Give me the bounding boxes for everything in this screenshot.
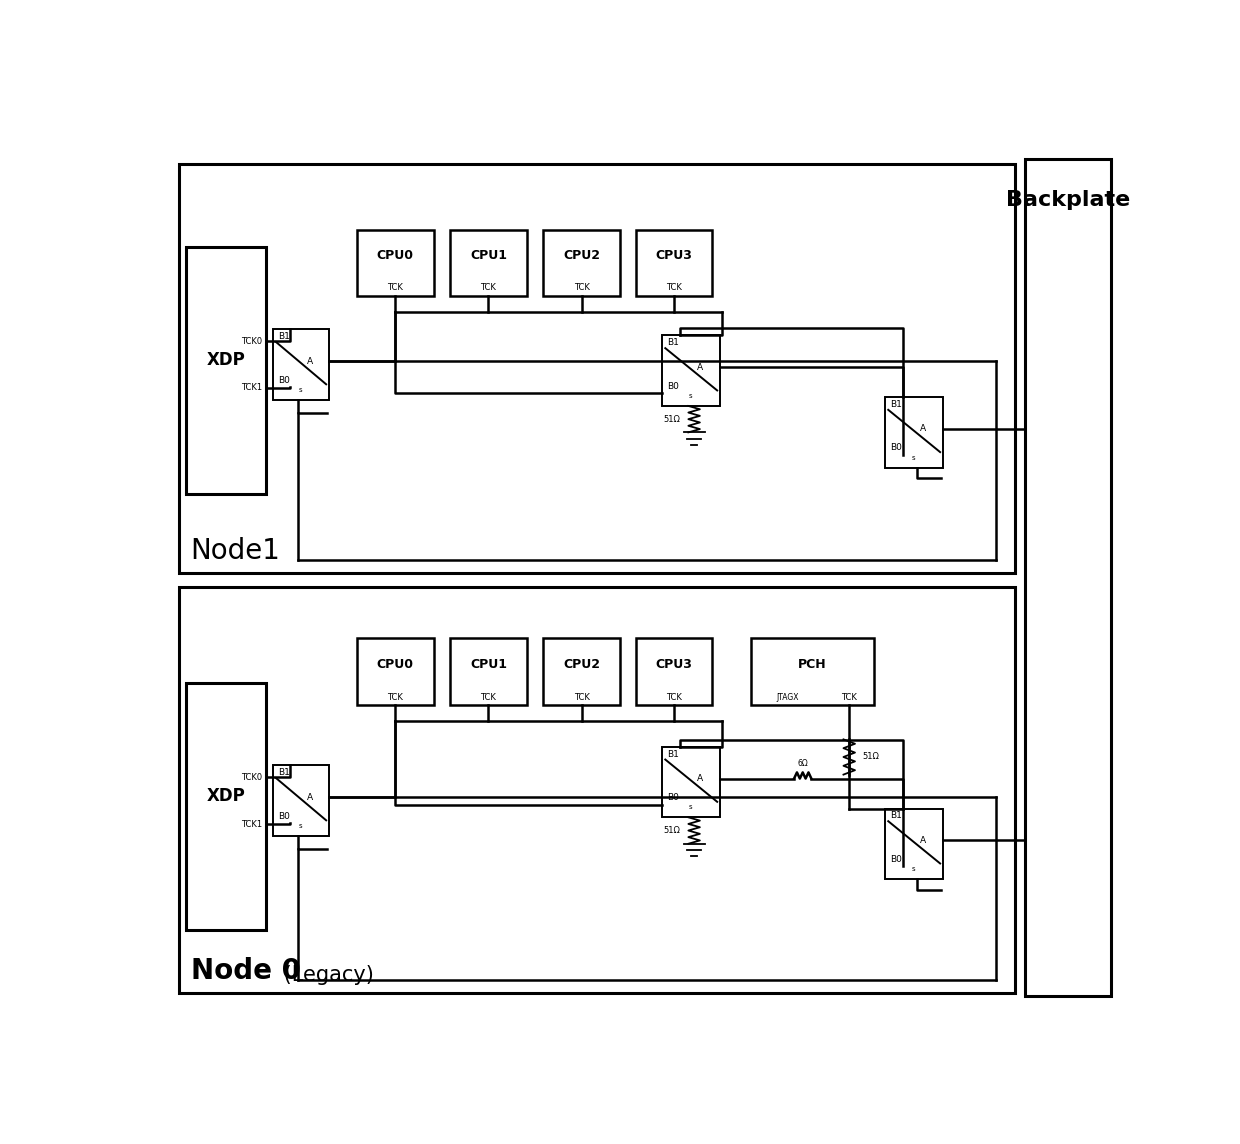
Text: TCK: TCK xyxy=(481,693,496,702)
Text: Node1: Node1 xyxy=(191,537,280,564)
Text: s: s xyxy=(911,866,915,872)
Text: B0: B0 xyxy=(667,793,678,802)
Text: 51Ω: 51Ω xyxy=(863,753,879,762)
Text: A: A xyxy=(697,774,703,782)
Text: PCH: PCH xyxy=(799,658,827,672)
Text: B1: B1 xyxy=(278,332,289,341)
Text: B1: B1 xyxy=(890,811,901,820)
Text: TCK: TCK xyxy=(387,284,403,293)
Text: s: s xyxy=(688,804,692,810)
Text: XDP: XDP xyxy=(206,351,246,370)
Text: CPU1: CPU1 xyxy=(470,658,507,672)
Text: TCK: TCK xyxy=(481,284,496,293)
Text: TCK0: TCK0 xyxy=(242,336,263,345)
Text: TCK: TCK xyxy=(666,284,682,293)
Bar xyxy=(450,230,527,296)
Text: CPU2: CPU2 xyxy=(563,249,600,262)
Text: B0: B0 xyxy=(890,444,901,452)
Bar xyxy=(543,637,620,706)
Text: CPU2: CPU2 xyxy=(563,658,600,672)
Bar xyxy=(273,765,329,836)
Text: A: A xyxy=(920,836,926,844)
Text: B1: B1 xyxy=(278,768,289,777)
Bar xyxy=(662,335,720,406)
Text: 51Ω: 51Ω xyxy=(663,826,681,835)
Text: TCK: TCK xyxy=(666,693,682,702)
Text: B0: B0 xyxy=(667,382,678,391)
Bar xyxy=(179,164,1016,573)
Text: B0: B0 xyxy=(278,375,289,384)
Bar xyxy=(450,637,527,706)
Text: JTAGX: JTAGX xyxy=(776,693,799,702)
Text: TCK: TCK xyxy=(574,284,590,293)
Text: TCK: TCK xyxy=(387,693,403,702)
Text: A: A xyxy=(306,793,312,802)
Text: s: s xyxy=(688,392,692,399)
Bar xyxy=(543,230,620,296)
Bar xyxy=(885,397,944,468)
Bar xyxy=(635,637,712,706)
Bar xyxy=(635,230,712,296)
Bar xyxy=(186,683,265,930)
Text: CPU3: CPU3 xyxy=(656,249,692,262)
Text: A: A xyxy=(920,424,926,434)
Bar xyxy=(357,637,434,706)
Text: 6Ω: 6Ω xyxy=(797,758,808,768)
Text: B0: B0 xyxy=(278,811,289,820)
Text: CPU3: CPU3 xyxy=(656,658,692,672)
Bar xyxy=(751,637,874,706)
Text: B1: B1 xyxy=(667,339,678,348)
Bar xyxy=(357,230,434,296)
Text: CPU1: CPU1 xyxy=(470,249,507,262)
Bar xyxy=(273,329,329,399)
Text: B1: B1 xyxy=(667,749,678,758)
Text: s: s xyxy=(299,823,301,828)
Bar xyxy=(179,587,1016,993)
Text: Backplate: Backplate xyxy=(1006,190,1130,210)
Text: CPU0: CPU0 xyxy=(377,658,414,672)
Bar xyxy=(662,747,720,817)
Text: 51Ω: 51Ω xyxy=(663,414,681,423)
Text: s: s xyxy=(911,454,915,461)
Text: (Legacy): (Legacy) xyxy=(277,964,374,985)
Text: B0: B0 xyxy=(890,855,901,864)
Text: B1: B1 xyxy=(890,400,901,408)
Text: CPU0: CPU0 xyxy=(377,249,414,262)
Bar xyxy=(186,247,265,494)
Bar xyxy=(885,809,944,879)
Text: Node 0: Node 0 xyxy=(191,956,300,985)
Bar xyxy=(1024,159,1111,996)
Text: s: s xyxy=(299,387,301,392)
Text: XDP: XDP xyxy=(206,787,246,805)
Text: TCK1: TCK1 xyxy=(242,383,263,392)
Text: TCK0: TCK0 xyxy=(242,772,263,781)
Text: A: A xyxy=(306,357,312,366)
Text: TCK1: TCK1 xyxy=(242,819,263,828)
Text: TCK: TCK xyxy=(841,693,857,702)
Text: A: A xyxy=(697,363,703,372)
Text: TCK: TCK xyxy=(574,693,590,702)
